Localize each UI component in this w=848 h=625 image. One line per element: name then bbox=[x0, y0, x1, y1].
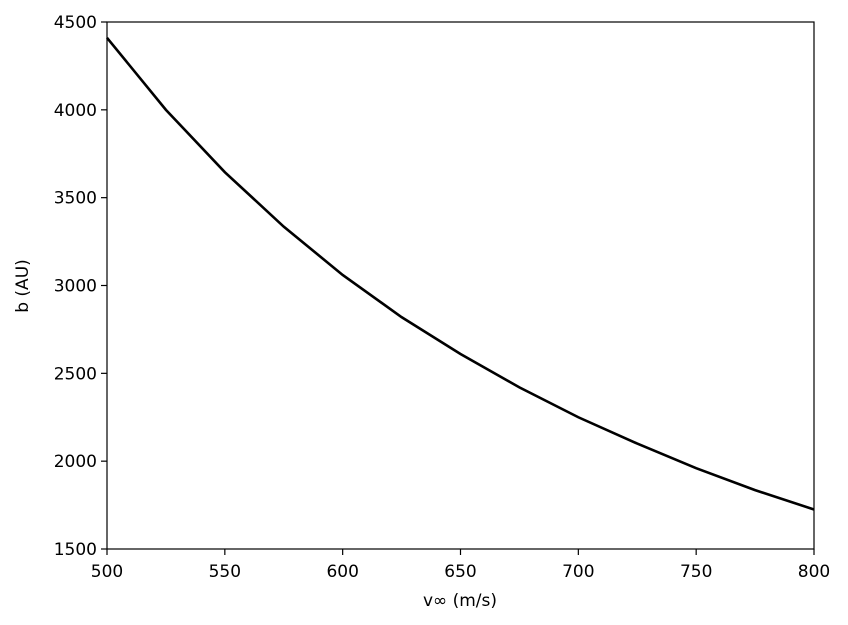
y-tick-label: 3500 bbox=[54, 189, 97, 209]
x-tick-label: 750 bbox=[680, 562, 712, 582]
x-axis-label: v∞ (m/s) bbox=[423, 591, 497, 611]
x-tick-label: 650 bbox=[444, 562, 476, 582]
x-tick-label: 800 bbox=[798, 562, 830, 582]
x-tick-label: 700 bbox=[562, 562, 594, 582]
y-tick-label: 4500 bbox=[54, 13, 97, 33]
x-tick-label: 500 bbox=[91, 562, 123, 582]
y-tick-label: 1500 bbox=[54, 540, 97, 560]
x-tick-label: 550 bbox=[209, 562, 241, 582]
y-tick-label: 3000 bbox=[54, 277, 97, 297]
data-line bbox=[105, 36, 815, 511]
y-axis-label: b (AU) bbox=[13, 259, 33, 313]
x-tick-label: 600 bbox=[326, 562, 358, 582]
plot-frame bbox=[106, 21, 815, 550]
y-tick-label: 2000 bbox=[54, 452, 97, 472]
y-tick-label: 4000 bbox=[54, 101, 97, 121]
y-tick-label: 2500 bbox=[54, 364, 97, 384]
